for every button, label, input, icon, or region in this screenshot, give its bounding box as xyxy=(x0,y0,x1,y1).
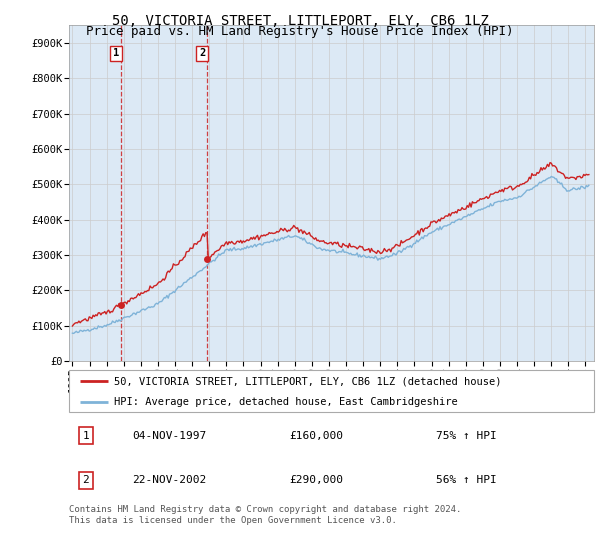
Text: Contains HM Land Registry data © Crown copyright and database right 2024.
This d: Contains HM Land Registry data © Crown c… xyxy=(69,505,461,525)
Text: 04-NOV-1997: 04-NOV-1997 xyxy=(132,431,206,441)
FancyBboxPatch shape xyxy=(69,370,594,412)
Text: 56% ↑ HPI: 56% ↑ HPI xyxy=(437,475,497,485)
Text: 50, VICTORIA STREET, LITTLEPORT, ELY, CB6 1LZ (detached house): 50, VICTORIA STREET, LITTLEPORT, ELY, CB… xyxy=(113,376,501,386)
Text: Price paid vs. HM Land Registry's House Price Index (HPI): Price paid vs. HM Land Registry's House … xyxy=(86,25,514,38)
Text: HPI: Average price, detached house, East Cambridgeshire: HPI: Average price, detached house, East… xyxy=(113,396,457,407)
Text: £160,000: £160,000 xyxy=(290,431,343,441)
Text: 22-NOV-2002: 22-NOV-2002 xyxy=(132,475,206,485)
Text: £290,000: £290,000 xyxy=(290,475,343,485)
Text: 50, VICTORIA STREET, LITTLEPORT, ELY, CB6 1LZ: 50, VICTORIA STREET, LITTLEPORT, ELY, CB… xyxy=(112,14,488,28)
Text: 2: 2 xyxy=(199,49,205,58)
Text: 1: 1 xyxy=(113,49,119,58)
Text: 2: 2 xyxy=(82,475,89,485)
Text: 1: 1 xyxy=(82,431,89,441)
Text: 75% ↑ HPI: 75% ↑ HPI xyxy=(437,431,497,441)
